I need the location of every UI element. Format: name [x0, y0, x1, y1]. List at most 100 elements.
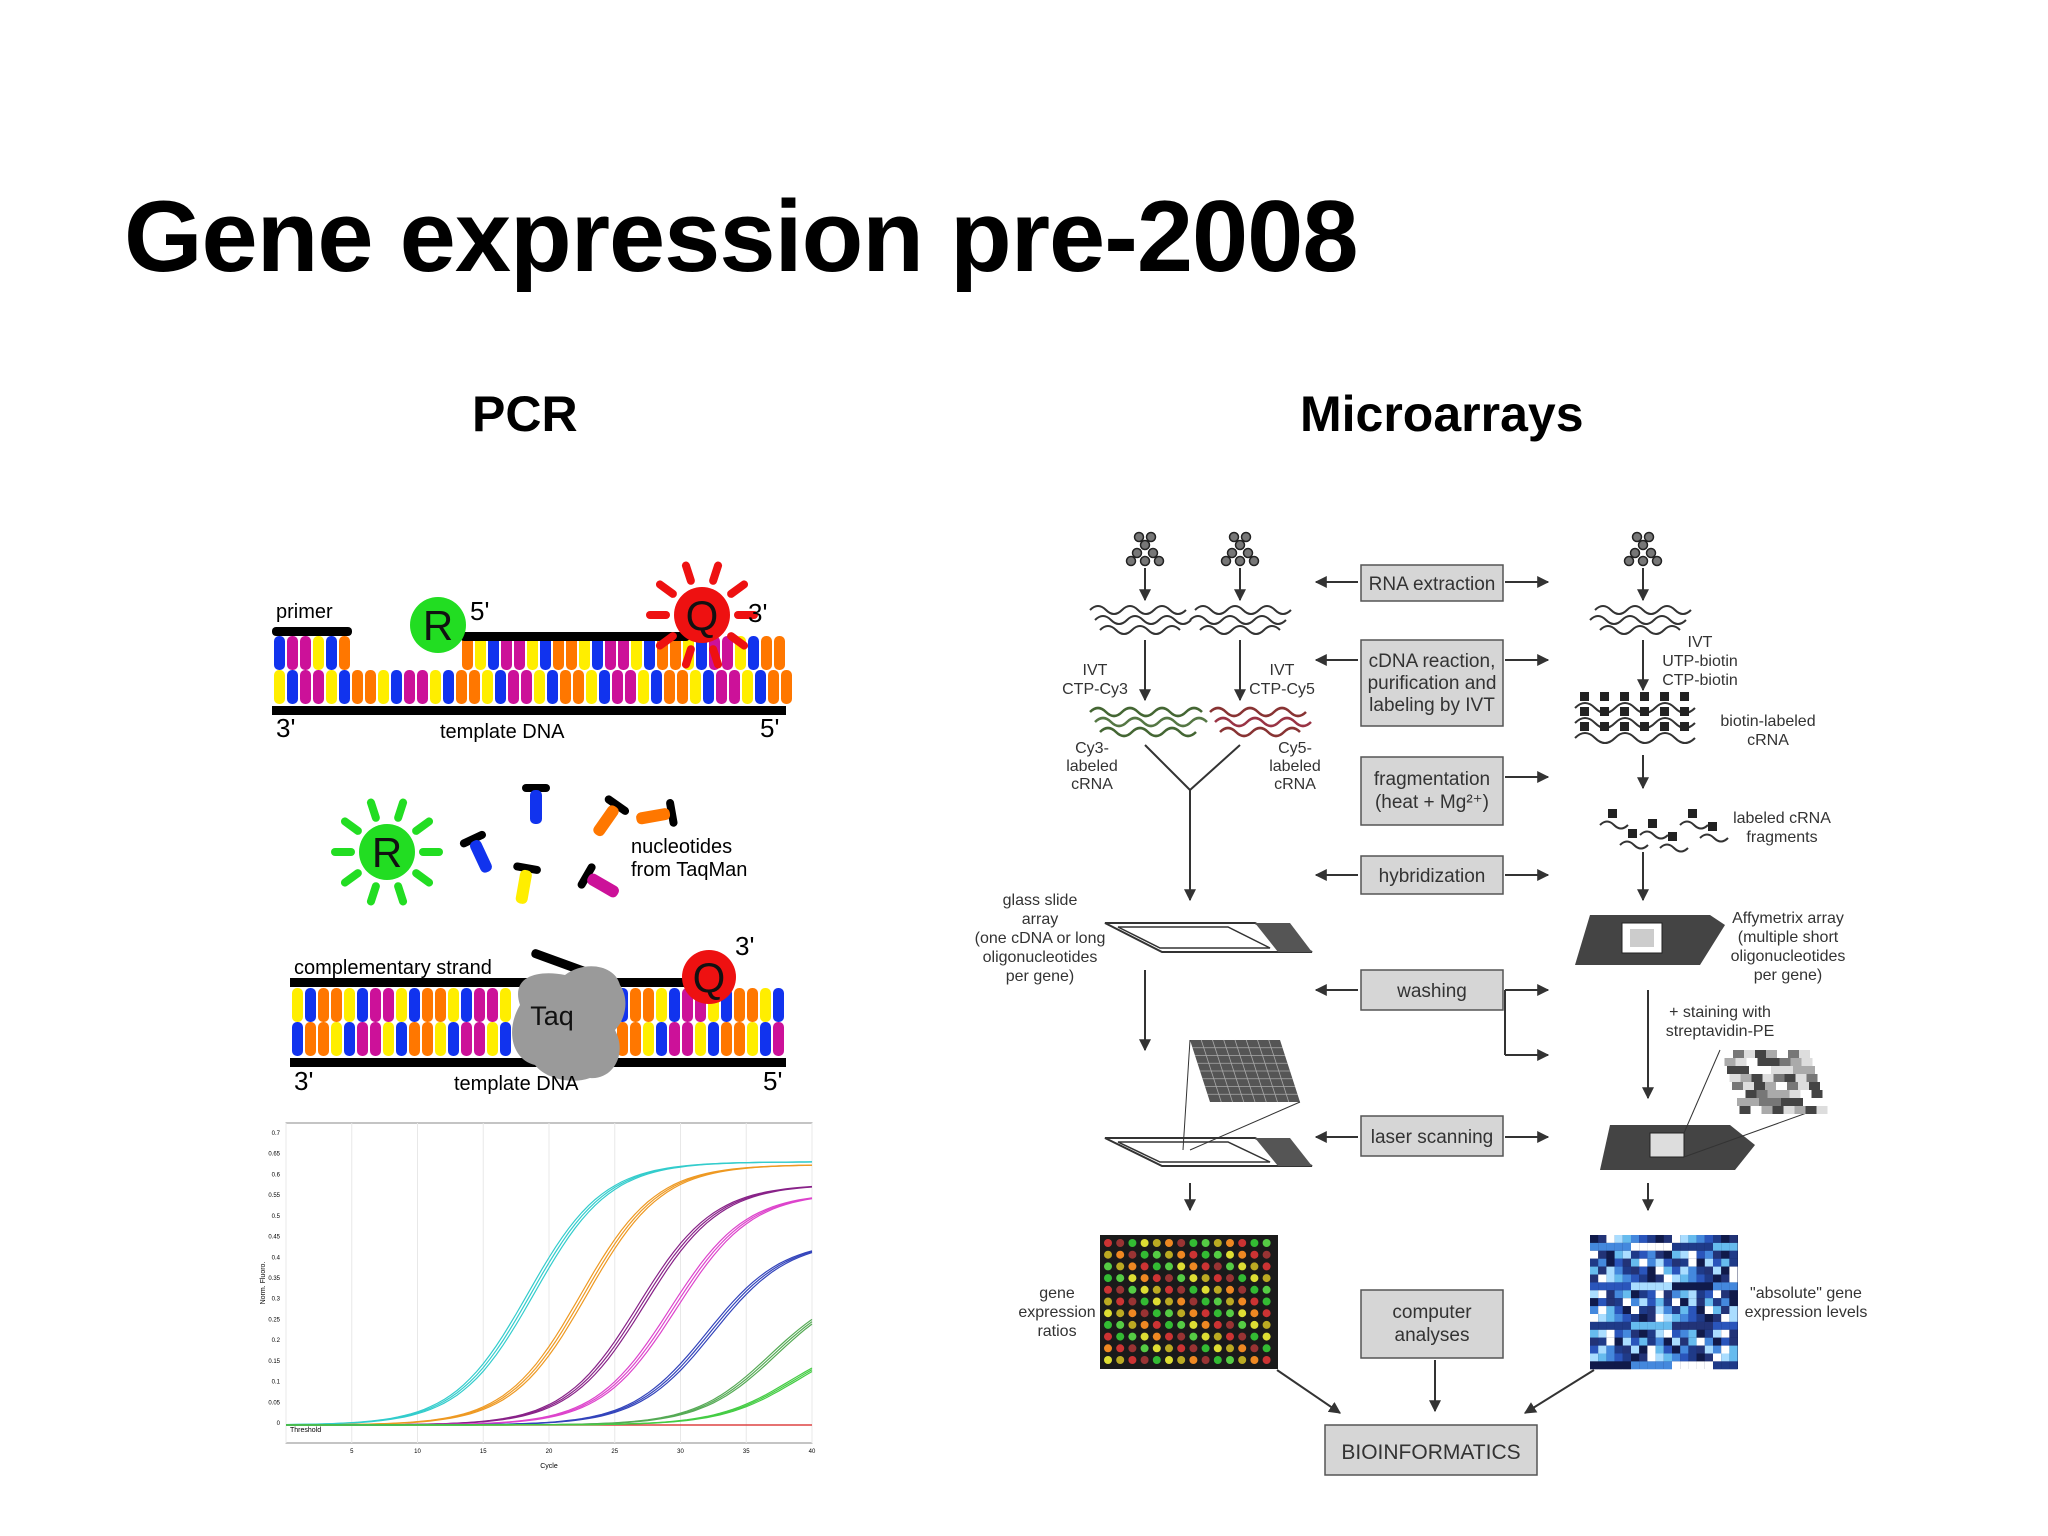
template-three-prime-label: 3' [276, 713, 295, 743]
x-tick-label: 10 [414, 1449, 421, 1455]
svg-text:washing: washing [1396, 981, 1467, 1002]
svg-text:CTP-Cy5: CTP-Cy5 [1249, 681, 1315, 698]
svg-text:Affymetrix array: Affymetrix array [1732, 910, 1844, 927]
nucleotides-label-line2: from TaqMan [631, 859, 747, 881]
svg-text:labeling by IVT: labeling by IVT [1369, 695, 1495, 716]
svg-text:labeled: labeled [1066, 758, 1118, 775]
y-tick-label: 0.45 [268, 1235, 280, 1241]
step-bioinformatics: BIOINFORMATICS [1324, 1424, 1538, 1476]
svg-text:UTP-biotin: UTP-biotin [1662, 653, 1738, 670]
x-tick-label: 5 [350, 1449, 354, 1455]
svg-text:cRNA: cRNA [1071, 776, 1113, 793]
svg-text:cDNA reaction,: cDNA reaction, [1369, 651, 1496, 672]
amplification-curve [286, 1370, 813, 1426]
svg-text:R: R [423, 602, 453, 649]
step-rna-extraction: RNA extraction [1360, 564, 1504, 602]
svg-text:RNA extraction: RNA extraction [1369, 574, 1496, 595]
plot-gridlines [285, 1123, 813, 1443]
svg-text:ratios: ratios [1037, 1323, 1076, 1340]
svg-text:per gene): per gene) [1006, 968, 1075, 985]
rna-strands [1089, 605, 1692, 635]
gene-expression-ratio-array [1100, 1235, 1278, 1369]
cell-samples [1125, 531, 1663, 567]
svg-text:array: array [1022, 911, 1058, 928]
svg-text:analyses: analyses [1395, 1325, 1470, 1346]
svg-text:(multiple short: (multiple short [1738, 929, 1839, 946]
pcr-heading: PCR [472, 386, 578, 442]
reporter-dye: R [410, 597, 466, 653]
labeled-crna-strands [1089, 706, 1312, 738]
x-tick-label: 35 [743, 1449, 750, 1455]
affymetrix-array [1575, 915, 1725, 965]
svg-text:fragments: fragments [1746, 829, 1817, 846]
template-strand-bases-bottom [292, 1022, 784, 1056]
y-tick-label: 0.4 [272, 1255, 281, 1261]
y-tick-label: 0.65 [268, 1152, 280, 1158]
primer-backbone [272, 627, 352, 636]
y-tick-label: 0 [277, 1421, 281, 1427]
probe-five-prime-label: 5' [470, 596, 489, 626]
x-tick-label: 15 [480, 1449, 487, 1455]
scanned-glass-slide [1104, 1039, 1313, 1167]
microarrays-heading: Microarrays [1300, 386, 1584, 442]
svg-text:+ staining with: + staining with [1669, 1004, 1771, 1021]
plot-x-axis-label: Cycle [540, 1463, 558, 1470]
amplification-curve [286, 1164, 813, 1426]
y-tick-label: 0.3 [272, 1297, 281, 1303]
slide-title: Gene expression pre-2008 [124, 181, 1359, 293]
svg-text:glass slide: glass slide [1003, 892, 1078, 909]
svg-text:CTP-Cy3: CTP-Cy3 [1062, 681, 1128, 698]
template-five-prime-label: 5' [760, 713, 779, 743]
bottom-three-prime-label: 3' [294, 1066, 313, 1096]
y-tick-label: 0.6 [272, 1172, 281, 1178]
svg-text:labeled: labeled [1269, 758, 1321, 775]
x-tick-label: 25 [611, 1449, 618, 1455]
displaced-probe [531, 949, 589, 976]
complementary-strand-bases [292, 988, 784, 1022]
amplification-curve [286, 1161, 812, 1426]
step-computer-analyses: computer analyses [1360, 1289, 1504, 1359]
svg-text:computer: computer [1392, 1302, 1472, 1323]
released-reporter-dye: R [331, 798, 443, 906]
affymetrix-zoom-pattern [1722, 1050, 1828, 1114]
template-backbone [272, 706, 786, 715]
y-tick-label: 0.5 [272, 1214, 281, 1220]
y-tick-label: 0.7 [272, 1131, 281, 1137]
nucleotides-label-line1: nucleotides [631, 836, 732, 858]
svg-text:expression levels: expression levels [1745, 1304, 1868, 1321]
right-column-labels: IVT UTP-biotin CTP-biotin biotin-labeled… [1662, 634, 1867, 1321]
probe-backbone [460, 632, 690, 641]
bottom-five-prime-label: 5' [763, 1066, 782, 1096]
glass-slide-array [1104, 922, 1313, 953]
svg-text:labeled cRNA: labeled cRNA [1733, 810, 1831, 827]
complementary-backbone [290, 978, 690, 987]
quencher-dye: Q [646, 561, 758, 669]
template-dna-label: template DNA [440, 721, 565, 743]
left-column-labels: IVT CTP-Cy3 IVT CTP-Cy5 Cy3- labeled cRN… [975, 662, 1321, 1340]
absolute-expression-array [1590, 1235, 1738, 1370]
svg-text:cRNA: cRNA [1274, 776, 1316, 793]
svg-text:hybridization: hybridization [1379, 866, 1486, 887]
svg-text:IVT: IVT [1270, 662, 1295, 679]
svg-text:IVT: IVT [1083, 662, 1108, 679]
scanned-affymetrix-array [1600, 1049, 1828, 1170]
svg-text:fragmentation: fragmentation [1374, 769, 1490, 790]
y-tick-label: 0.05 [268, 1400, 280, 1406]
step-fragmentation: fragmentation (heat + Mg²⁺) [1360, 756, 1504, 826]
svg-text:CTP-biotin: CTP-biotin [1662, 672, 1738, 689]
extension-diagram: complementary strand Taq Q 3' 3' templat… [290, 931, 786, 1096]
svg-text:per gene): per gene) [1754, 967, 1823, 984]
svg-text:(heat + Mg²⁺): (heat + Mg²⁺) [1375, 792, 1489, 813]
svg-text:Cy5-: Cy5- [1278, 740, 1312, 757]
svg-text:R: R [372, 829, 402, 876]
svg-text:oligonucleotides: oligonucleotides [983, 949, 1098, 966]
labeled-crna-fragments [1599, 809, 1729, 853]
step-hybridization: hybridization [1360, 855, 1504, 895]
svg-text:laser scanning: laser scanning [1371, 1127, 1494, 1148]
taqman-probe-diagram: primer R 5' Q 3' 3' template DNA 5' [272, 561, 792, 743]
bottom-template-dna-label: template DNA [454, 1073, 579, 1095]
svg-text:cRNA: cRNA [1747, 732, 1789, 749]
svg-text:"absolute" gene: "absolute" gene [1750, 1285, 1862, 1302]
